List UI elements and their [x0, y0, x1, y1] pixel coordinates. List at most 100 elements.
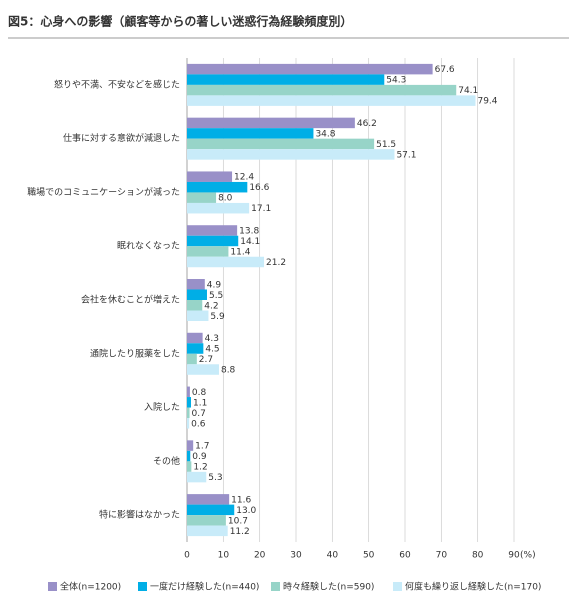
value-label: 14.1: [240, 237, 260, 247]
chart-title: 図5：心身への影響（顧客等からの著しい迷惑行為経験頻度別）: [8, 14, 352, 29]
bar: [187, 407, 190, 419]
value-label: 4.3: [205, 334, 219, 344]
y-tick-label: その他: [153, 455, 180, 467]
bar: [187, 246, 229, 257]
value-label: 4.9: [207, 280, 222, 290]
legend-label: 何度も繰り返し経験した(n=170): [405, 581, 541, 593]
bar: [187, 63, 433, 75]
bar: [187, 343, 204, 354]
y-tick-label: 仕事に対する意欲が減退した: [63, 132, 180, 144]
legend-swatch: [271, 582, 280, 591]
bar: [187, 171, 233, 182]
legend-swatch: [48, 582, 57, 591]
value-label: 51.5: [376, 140, 396, 150]
bar: [187, 289, 207, 300]
bar: [187, 494, 230, 505]
bar: [187, 225, 238, 236]
x-tick-label: 90: [508, 551, 520, 561]
value-label: 1.2: [193, 463, 207, 473]
value-label: 4.2: [204, 301, 218, 311]
bar: [187, 181, 248, 193]
bar: [187, 149, 395, 160]
x-tick-label: 30: [290, 551, 302, 561]
value-label: 13.8: [239, 226, 259, 236]
bar: [187, 128, 314, 139]
value-label: 8.0: [218, 194, 233, 204]
x-tick-label: 40: [327, 551, 339, 561]
y-tick-label: 眠れなくなった: [117, 241, 180, 252]
legend-label: 時々経験した(n=590): [283, 581, 374, 593]
x-tick-label: 60: [399, 551, 411, 561]
x-tick-label: 80: [472, 551, 484, 561]
bar: [187, 353, 197, 365]
bar: [187, 525, 228, 537]
value-label: 46.2: [357, 119, 377, 129]
bar: [187, 202, 250, 214]
value-label: 1.1: [193, 398, 207, 408]
bar: [187, 235, 239, 247]
x-axis-label: (%): [520, 551, 536, 561]
bar: [187, 397, 191, 408]
bar: [187, 440, 194, 451]
legend-swatch: [393, 582, 402, 591]
value-label: 1.7: [195, 442, 209, 452]
value-label: 17.1: [251, 204, 271, 214]
value-label: 67.6: [435, 65, 455, 75]
bar: [187, 192, 217, 203]
value-label: 0.8: [192, 388, 207, 398]
value-label: 11.6: [231, 495, 251, 505]
value-label: 13.0: [236, 506, 256, 516]
value-label: 11.4: [230, 247, 250, 257]
bar: [187, 310, 209, 321]
value-label: 16.6: [249, 183, 269, 193]
bar: [187, 95, 476, 106]
value-label: 0.9: [192, 452, 207, 462]
value-label: 0.6: [191, 419, 206, 429]
value-label: 57.1: [396, 150, 416, 160]
value-label: 5.5: [209, 291, 223, 301]
y-tick-label: 会社を休むことが増えた: [81, 294, 180, 306]
bar: [187, 117, 355, 129]
bar: [187, 504, 235, 516]
value-label: 34.8: [315, 129, 335, 139]
legend-label: 全体(n=1200): [60, 581, 121, 593]
bar: [187, 84, 457, 96]
bar: [187, 471, 207, 483]
value-label: 54.3: [386, 76, 406, 86]
value-label: 4.5: [205, 345, 219, 355]
y-tick-label: 職場でのコミュニケーションが減った: [27, 186, 180, 198]
bar: [187, 279, 205, 290]
y-tick-label: 怒りや不満、不安などを感じた: [54, 78, 180, 90]
value-label: 8.8: [221, 366, 236, 376]
legend-label: 一度だけ経験した(n=440): [150, 581, 259, 593]
bar: [187, 418, 190, 429]
bar: [187, 332, 203, 344]
value-label: 0.7: [192, 409, 206, 419]
y-tick-label: 特に影響はなかった: [99, 509, 180, 521]
bar: [187, 74, 385, 85]
bar: [187, 138, 375, 150]
x-tick-label: 50: [363, 551, 375, 561]
value-label: 2.7: [199, 355, 213, 365]
y-tick-label: 通院したり服薬をした: [90, 347, 180, 359]
value-label: 21.2: [266, 258, 286, 268]
value-label: 11.2: [230, 527, 250, 537]
legend-swatch: [138, 582, 147, 591]
y-tick-label: 入院した: [144, 401, 180, 413]
value-label: 5.9: [210, 312, 225, 322]
x-tick-label: 70: [436, 551, 448, 561]
value-label: 12.4: [234, 173, 254, 183]
bar: [187, 364, 219, 375]
bar: [187, 515, 226, 526]
value-label: 10.7: [228, 516, 248, 526]
x-tick-label: 10: [218, 551, 230, 561]
x-tick-label: 20: [254, 551, 266, 561]
bar: [187, 256, 265, 268]
bar: [187, 386, 190, 398]
bar: [187, 450, 191, 462]
value-label: 74.1: [458, 86, 478, 96]
bar: [187, 461, 192, 472]
value-label: 79.4: [477, 97, 497, 107]
value-label: 5.3: [208, 473, 222, 483]
